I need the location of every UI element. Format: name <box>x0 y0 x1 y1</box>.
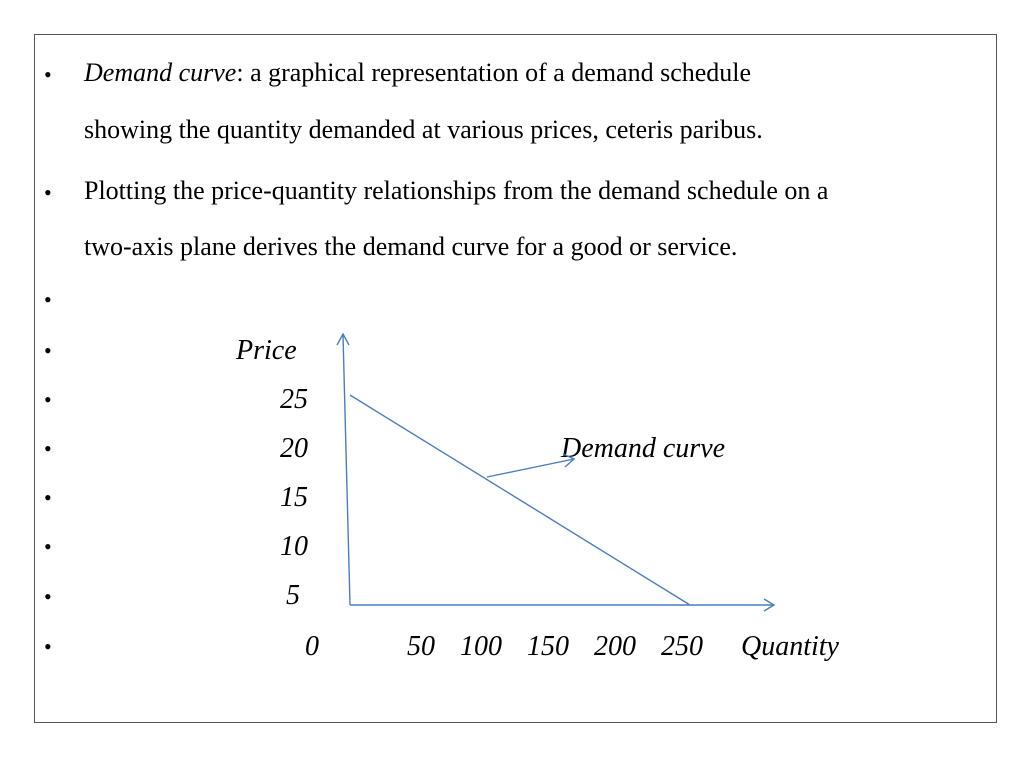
y-tick-label: 5 <box>286 580 300 611</box>
bullet-marker: • <box>44 180 52 205</box>
bullet-marker: • <box>44 436 52 461</box>
y-axis-line <box>342 334 351 606</box>
y-tick-label: 15 <box>280 482 308 513</box>
bullet-marker: • <box>44 287 52 312</box>
annotation-arrow <box>486 458 575 478</box>
content-frame <box>34 34 997 723</box>
x-axis-label: Quantity <box>741 631 839 662</box>
demand-curve-annotation: Demand curve <box>561 433 726 464</box>
y-tick-label: 25 <box>280 384 308 415</box>
term-demand-curve: Demand curve <box>84 58 237 87</box>
bullet-marker: • <box>44 485 52 510</box>
demand-curve-line <box>349 394 691 606</box>
bullet-marker: • <box>44 584 52 609</box>
bullet-2-line-2: two-axis plane derives the demand curve … <box>84 232 738 261</box>
y-tick-label: 10 <box>280 531 308 562</box>
bullet-1-line-1: Demand curve: a graphical representation… <box>84 58 751 88</box>
x-tick-label: 200 <box>594 631 636 662</box>
y-axis-label: Price <box>236 335 297 366</box>
bullet-marker: • <box>44 62 52 87</box>
annotation-arrowhead <box>562 453 576 468</box>
y-axis-arrowhead <box>336 332 350 346</box>
bullet-1-line-2: showing the quantity demanded at various… <box>84 115 763 144</box>
x-tick-label: 50 <box>407 631 435 662</box>
x-tick-label: 0 <box>305 631 319 662</box>
bullet-marker: • <box>44 634 52 659</box>
y-tick-label: 20 <box>280 433 308 464</box>
bullet-marker: • <box>44 387 52 412</box>
definition-text: : a graphical representation of a demand… <box>236 58 752 87</box>
bullet-marker: • <box>44 338 52 363</box>
bullet-marker: • <box>44 534 52 559</box>
x-tick-label: 150 <box>527 631 569 662</box>
x-tick-label: 250 <box>661 631 703 662</box>
x-tick-label: 100 <box>460 631 502 662</box>
x-axis-arrowhead <box>763 598 776 612</box>
bullet-2-line-1: Plotting the price-quantity relationship… <box>84 176 829 205</box>
